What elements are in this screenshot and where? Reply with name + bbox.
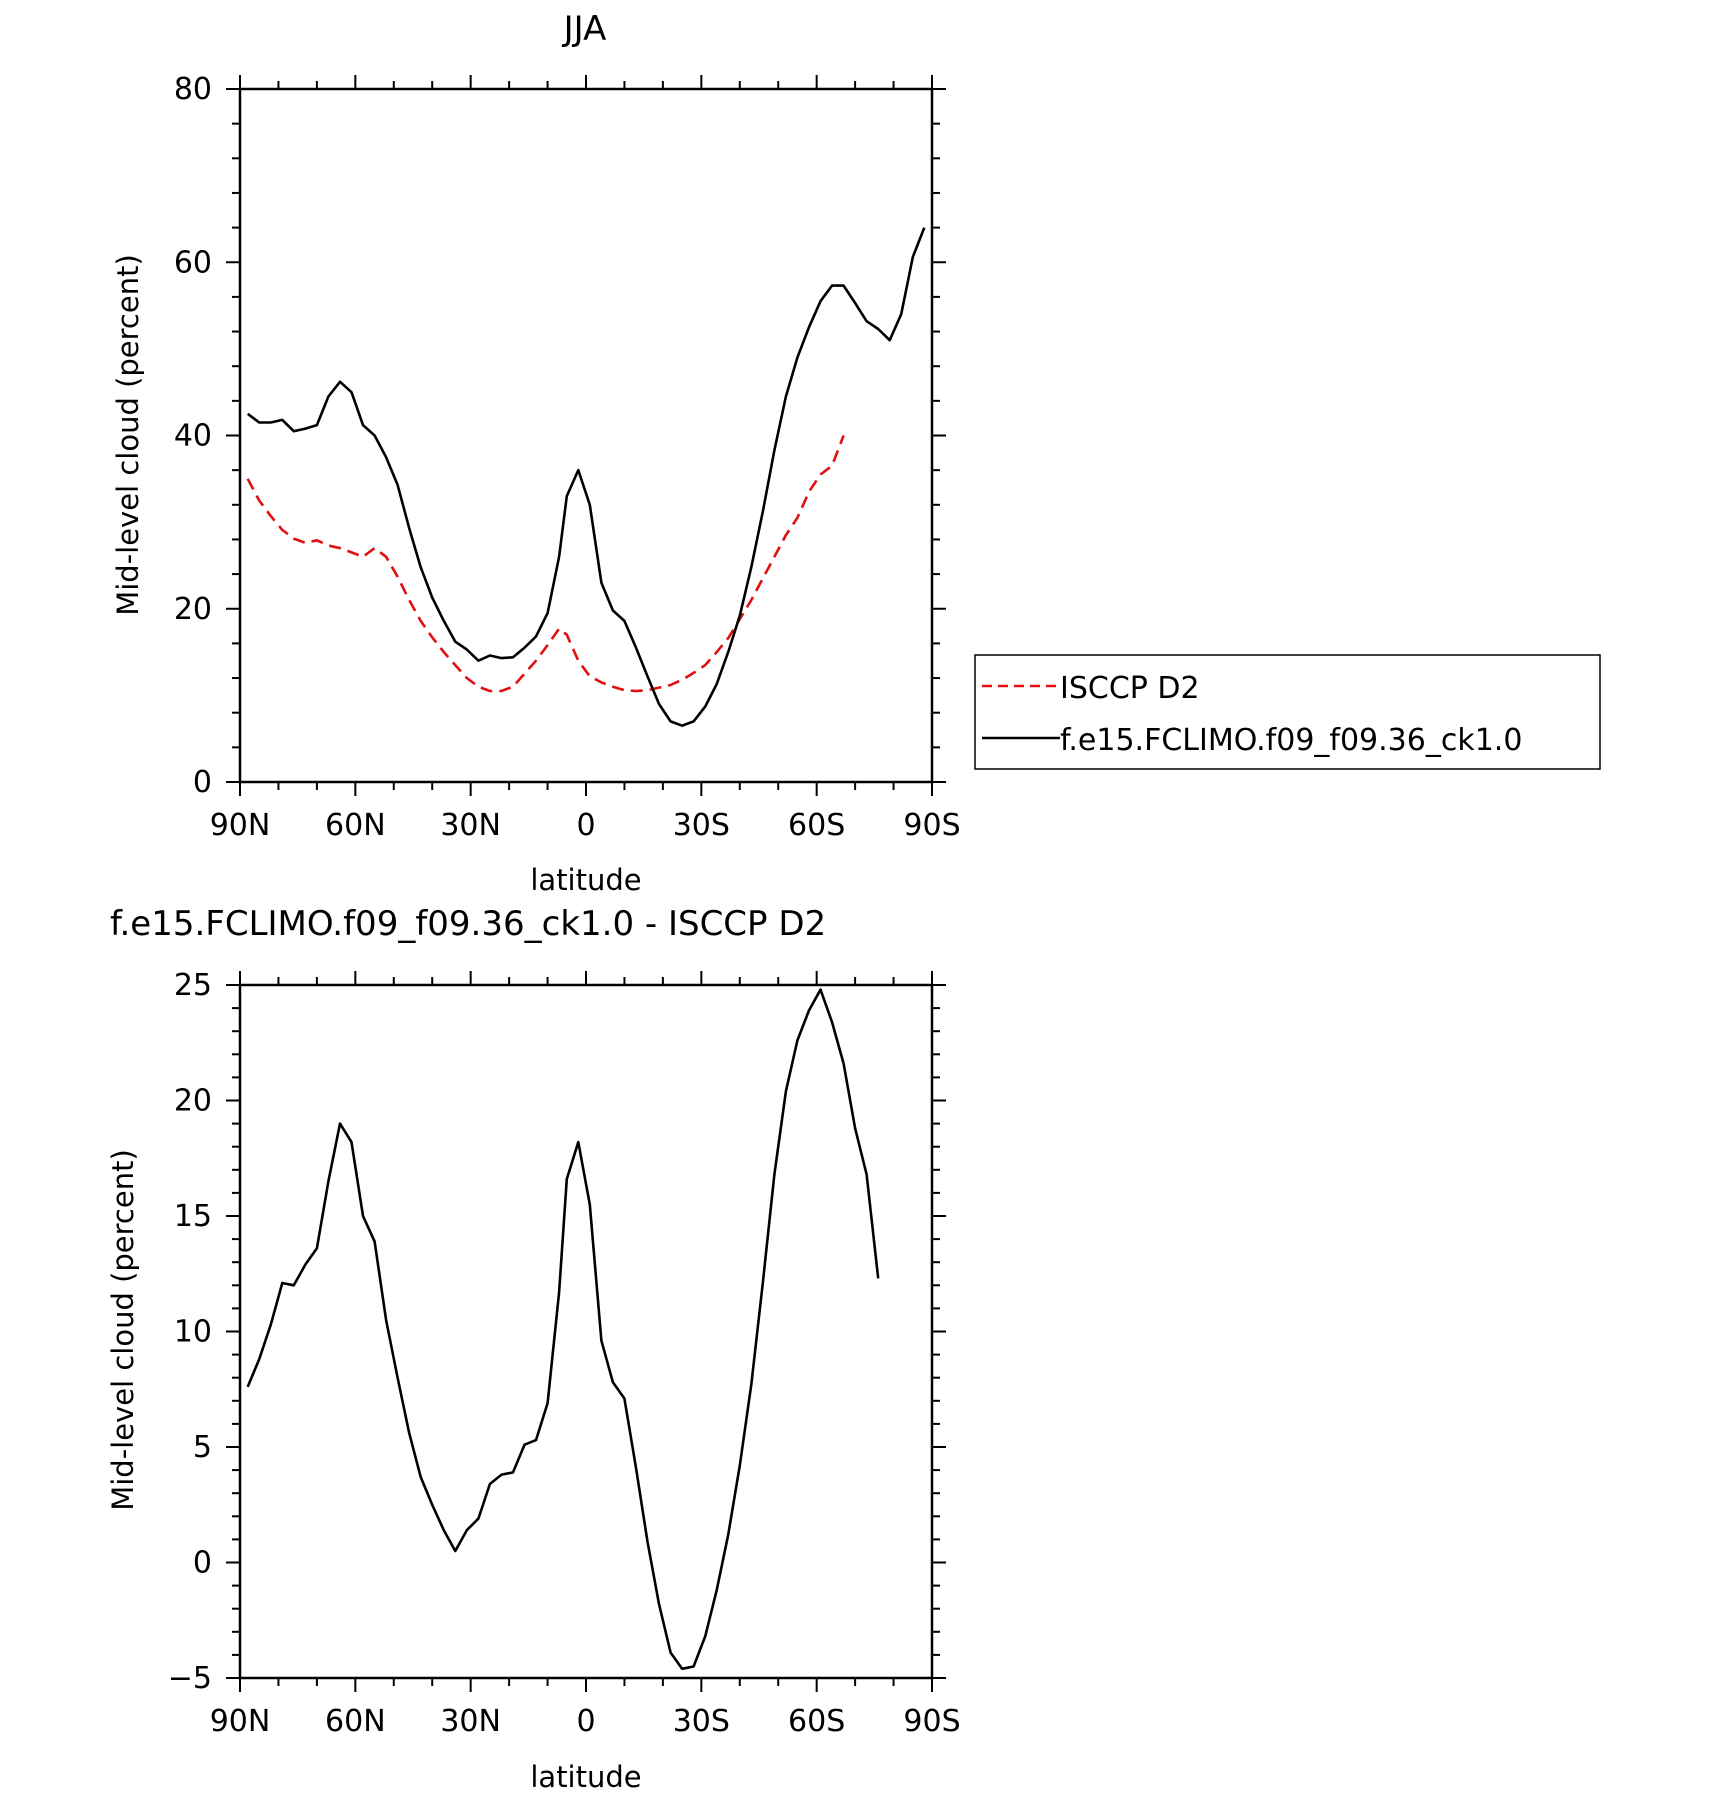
top-y-axis-label: Mid-level cloud (percent): [111, 254, 145, 616]
bottom-x-ticks: 90N 60N 30N 0 30S 60S 90S: [210, 971, 961, 1739]
bottom-series-line-tail: [842, 1063, 880, 1279]
bottom-x-tick-label: 0: [576, 1704, 595, 1739]
top-plot-frame: [238, 87, 934, 784]
bottom-y-tick-label: 20: [174, 1084, 212, 1119]
bottom-y-tick-label: 0: [193, 1546, 212, 1581]
bottom-x-tick-label: 60N: [325, 1704, 386, 1739]
top-series-line-0: [246, 435, 845, 693]
bottom-series-line-0: [246, 988, 845, 1671]
top-series-line-1: [246, 227, 926, 728]
top-x-tick-label: 60S: [788, 808, 845, 843]
top-y-tick-label: 0: [193, 765, 212, 800]
top-y-tick-label: 40: [174, 419, 212, 454]
bottom-x-tick-label: 90N: [210, 1704, 271, 1739]
bottom-plot-frame: [238, 983, 934, 1680]
top-y-tick-label: 20: [174, 592, 212, 627]
legend: ISCCP D2 f.e15.FCLIMO.f09_f09.36_ck1.0: [974, 654, 1601, 770]
bottom-y-ticks: −5 0 5 10 15 20 25: [168, 968, 946, 1696]
top-y-tick-label: 60: [174, 245, 212, 280]
bottom-y-tick-label: 10: [174, 1315, 212, 1350]
top-x-axis-label: latitude: [530, 863, 641, 897]
bottom-y-tick-label: 15: [174, 1199, 212, 1234]
bottom-plot-series: [246, 988, 880, 1671]
legend-label-isccp: ISCCP D2: [1060, 671, 1200, 706]
top-x-tick-label: 90N: [210, 808, 271, 843]
bottom-x-tick-label: 30S: [673, 1704, 730, 1739]
bottom-y-tick-label: −5: [168, 1661, 212, 1696]
bottom-chart-title: f.e15.FCLIMO.f09_f09.36_ck1.0 - ISCCP D2: [110, 904, 826, 944]
top-x-tick-label: 60N: [325, 808, 386, 843]
top-plot-series: [246, 227, 926, 728]
bottom-x-tick-label: 90S: [903, 1704, 960, 1739]
legend-box: [974, 654, 1601, 770]
top-y-ticks: 0 20 40 60 80: [174, 72, 946, 800]
legend-label-model: f.e15.FCLIMO.f09_f09.36_ck1.0: [1060, 723, 1522, 758]
top-x-ticks: 90N 60N 30N 0 30S 60S 90S: [210, 75, 961, 843]
top-chart-title: JJA: [562, 9, 607, 49]
bottom-y-axis-label: Mid-level cloud (percent): [106, 1149, 140, 1511]
bottom-x-tick-label: 30N: [440, 1704, 501, 1739]
top-x-tick-label: 0: [576, 808, 595, 843]
top-x-tick-label: 90S: [903, 808, 960, 843]
bottom-x-axis-label: latitude: [530, 1760, 641, 1794]
top-x-tick-label: 30S: [673, 808, 730, 843]
panel-top: JJA 0 20 40 60 80 90N 60N 30N 0 30S 60S 90S Mid-le…: [111, 9, 1601, 897]
panel-bottom: f.e15.FCLIMO.f09_f09.36_ck1.0 - ISCCP D2…: [106, 904, 961, 1794]
bottom-x-tick-label: 60S: [788, 1704, 845, 1739]
bottom-y-tick-label: 5: [193, 1430, 212, 1465]
bottom-y-tick-label: 25: [174, 968, 212, 1003]
top-y-tick-label: 80: [174, 72, 212, 107]
top-x-tick-label: 30N: [440, 808, 501, 843]
